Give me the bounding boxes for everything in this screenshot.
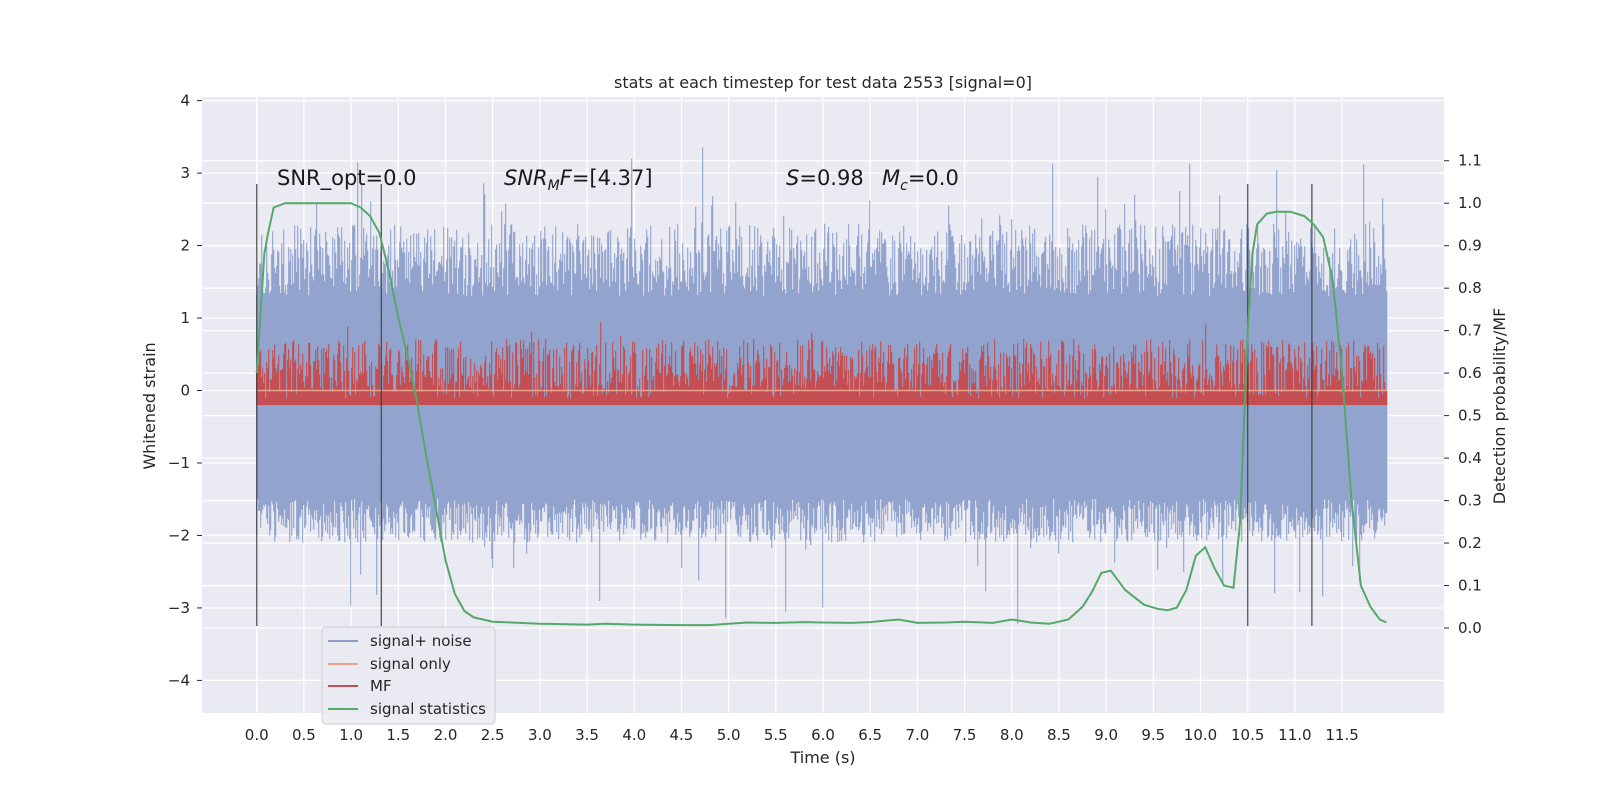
y-right-tick-label: 0.5 <box>1458 407 1482 425</box>
y-right-tick-label: 1.1 <box>1458 152 1482 170</box>
y-right-tick-label: 0.6 <box>1458 364 1482 382</box>
legend-label-mf: MF <box>370 677 392 695</box>
vertical-markers <box>256 183 1313 627</box>
y-right-tick-label: 0.9 <box>1458 237 1482 255</box>
x-axis-ticks: 0.0 0.5 1.0 1.5 2.0 2.5 3.0 3.5 4.0 4.5 5.0 5.5 6.0 6… <box>245 726 1359 744</box>
annotation-stat: S=0.98 <box>786 166 864 190</box>
x-tick-label: 0.5 <box>292 726 316 744</box>
x-tick-label: 1.0 <box>339 726 363 744</box>
y-right-tick-label: 0.2 <box>1458 534 1482 552</box>
annotation-mc: Mc=0.0 <box>882 166 959 194</box>
chart-title: stats at each timestep for test data 255… <box>614 73 1032 92</box>
series-signal-statistics <box>255 202 1387 627</box>
x-tick-label: 6.0 <box>811 726 835 744</box>
y-tick-label: 2 <box>180 237 190 255</box>
x-tick-label: 3.5 <box>575 726 599 744</box>
x-tick-label: 7.5 <box>953 726 977 744</box>
y-axis-label: Whitened strain <box>140 342 159 469</box>
y-right-axis-ticks: 0.0 0.1 0.2 0.3 0.4 0.5 0.6 0.7 0.8 0.9 1.0 1.1 <box>1444 152 1482 637</box>
x-tick-label: 11.0 <box>1278 726 1311 744</box>
y-right-tick-label: 0.8 <box>1458 279 1482 297</box>
x-axis-label: Time (s) <box>789 748 855 767</box>
y-tick-label: −3 <box>168 599 190 617</box>
legend: signal+ noise signal only MF signal stat… <box>321 626 496 725</box>
y-right-tick-label: 0.1 <box>1458 577 1482 595</box>
y-right-tick-label: 0.3 <box>1458 492 1482 510</box>
x-tick-label: 3.0 <box>528 726 552 744</box>
x-tick-label: 7.0 <box>905 726 929 744</box>
x-tick-label: 1.5 <box>386 726 410 744</box>
y-right-tick-label: 0.0 <box>1458 619 1482 637</box>
y-right-tick-label: 1.0 <box>1458 194 1482 212</box>
legend-label-signal-statistics: signal statistics <box>370 700 486 718</box>
x-tick-label: 5.5 <box>764 726 788 744</box>
x-tick-label: 5.0 <box>717 726 741 744</box>
x-tick-label: 4.0 <box>622 726 646 744</box>
annotation-mc-value: =0.0 <box>908 166 959 190</box>
legend-label-signal-only: signal only <box>370 655 451 673</box>
x-tick-label: 11.5 <box>1325 726 1358 744</box>
annotation-snr-mf-value: =[4.37] <box>572 166 653 190</box>
y-tick-label: −1 <box>168 454 190 472</box>
annotation-stat-value: =0.98 <box>799 166 863 190</box>
x-tick-label: 9.0 <box>1094 726 1118 744</box>
y-right-axis-label: Detection probability/MF <box>1490 308 1509 505</box>
y-right-tick-label: 0.4 <box>1458 449 1482 467</box>
legend-label-signal-noise: signal+ noise <box>370 632 472 650</box>
x-tick-label: 6.5 <box>858 726 882 744</box>
annotation-snr-mf: SNRMF=[4.37] <box>504 166 653 194</box>
x-tick-label: 8.5 <box>1047 726 1071 744</box>
x-tick-label: 0.0 <box>245 726 269 744</box>
y-tick-label: −2 <box>168 526 190 544</box>
legend-box <box>321 626 496 725</box>
x-tick-label: 2.5 <box>481 726 505 744</box>
y-tick-label: 1 <box>180 309 190 327</box>
x-tick-label: 8.0 <box>1000 726 1024 744</box>
x-tick-label: 2.0 <box>434 726 458 744</box>
y-right-tick-label: 0.7 <box>1458 322 1482 340</box>
x-tick-label: 10.5 <box>1231 726 1264 744</box>
annotation-snr-opt: SNR_opt=0.0 <box>277 166 417 191</box>
y-axis-ticks: −4 −3 −2 −1 0 1 2 3 4 <box>168 92 202 689</box>
y-tick-label: 0 <box>180 382 190 400</box>
y-tick-label: 4 <box>180 92 190 110</box>
y-tick-label: 3 <box>180 164 190 182</box>
y-tick-label: −4 <box>168 671 190 689</box>
x-tick-label: 4.5 <box>670 726 694 744</box>
x-tick-label: 10.0 <box>1184 726 1217 744</box>
x-tick-label: 9.5 <box>1141 726 1165 744</box>
